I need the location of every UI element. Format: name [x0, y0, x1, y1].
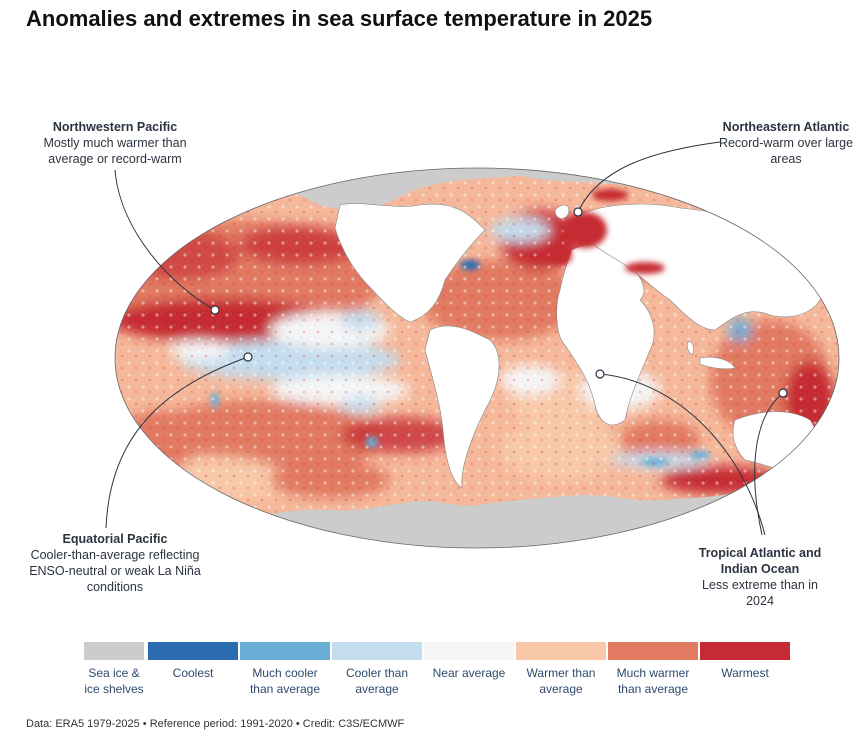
legend-label: Much cooler than average [249, 666, 321, 696]
page-title: Anomalies and extremes in sea surface te… [26, 6, 653, 31]
leader-nw-pacific [114, 169, 216, 311]
marker-eq-pacific [243, 352, 253, 362]
leader-lines [105, 141, 784, 536]
legend-item-coolest: Coolest [148, 642, 238, 681]
legend-label: Coolest [172, 666, 214, 680]
leader-ne-atlantic [577, 141, 721, 213]
callout-text: Record-warm over large areas [718, 136, 854, 166]
legend-swatch [332, 642, 422, 660]
callout-title: Northeastern Atlantic [722, 120, 850, 134]
callout-northeastern-atlantic: Northeastern Atlantic Record-warm over l… [706, 119, 857, 167]
callout-markers [210, 207, 788, 398]
legend-item-much-warmer: Much warmer than average [608, 642, 698, 697]
callout-title: Tropical Atlantic and Indian Ocean [698, 546, 822, 576]
leader-eq-pacific [105, 356, 249, 529]
legend-swatch [84, 642, 144, 660]
callout-title: Equatorial Pacific [62, 532, 168, 546]
source-credit: Data: ERA5 1979-2025 • Reference period:… [26, 718, 405, 730]
marker-ne-atlantic [573, 207, 583, 217]
legend-item-much-cooler: Much cooler than average [240, 642, 330, 697]
legend-label: Near average [432, 666, 506, 680]
legend-item-warmest: Warmest [700, 642, 790, 681]
legend-swatch [516, 642, 606, 660]
leader-tropical-atlantic [599, 373, 766, 536]
legend-label: Much warmer than average [616, 666, 690, 696]
callout-text: Cooler-than-average reflecting ENSO-neut… [29, 548, 201, 594]
callout-northwestern-pacific: Northwestern Pacific Mostly much warmer … [20, 119, 210, 167]
callout-text: Mostly much warmer than average or recor… [43, 136, 187, 166]
legend-label: Sea ice & ice shelves [84, 666, 144, 696]
legend-item-cooler: Cooler than average [332, 642, 422, 697]
marker-indian-ocean [778, 388, 788, 398]
marker-tropical-atlantic [595, 369, 605, 379]
legend-swatch [700, 642, 790, 660]
callout-title: Northwestern Pacific [52, 120, 178, 134]
legend-swatch [608, 642, 698, 660]
callout-tropical-atlantic-indian: Tropical Atlantic and Indian Ocean Less … [690, 545, 830, 609]
legend-swatch [240, 642, 330, 660]
callout-equatorial-pacific: Equatorial Pacific Cooler-than-average r… [20, 531, 210, 595]
legend-item-warmer: Warmer than average [516, 642, 606, 697]
legend-swatch [424, 642, 514, 660]
globe-outline [114, 167, 840, 549]
marker-nw-pacific [210, 305, 220, 315]
legend-item-near-average: Near average [424, 642, 514, 681]
legend-swatch [148, 642, 238, 660]
legend-label: Cooler than average [345, 666, 409, 696]
legend-label: Warmest [721, 666, 769, 680]
ocean-field [115, 168, 839, 548]
callout-text: Less extreme than in 2024 [701, 578, 819, 608]
legend-label: Warmer than average [526, 666, 596, 696]
legend-item-sea-ice: Sea ice & ice shelves [84, 642, 144, 697]
leader-indian-ocean [754, 392, 784, 536]
